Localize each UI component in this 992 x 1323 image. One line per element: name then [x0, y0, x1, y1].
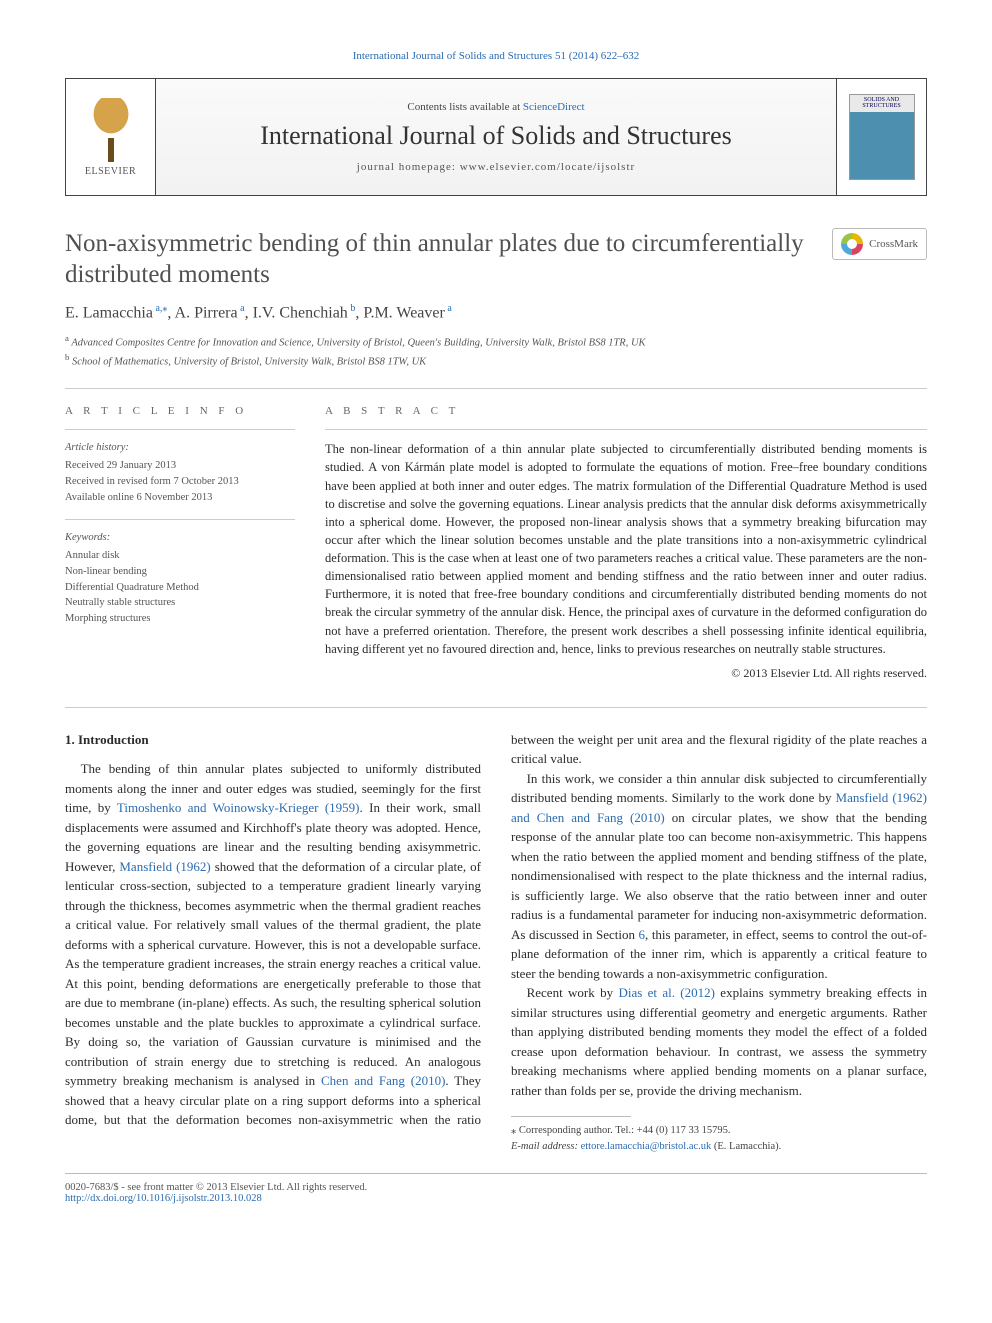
history-item: Available online 6 November 2013 — [65, 490, 295, 506]
crossmark-label: CrossMark — [869, 238, 918, 250]
doi-link[interactable]: http://dx.doi.org/10.1016/j.ijsolstr.201… — [65, 1193, 262, 1204]
section-heading-intro: 1. Introduction — [65, 730, 481, 750]
history-label: Article history: — [65, 440, 295, 456]
elsevier-tree-icon — [84, 98, 138, 162]
footnote-separator — [511, 1116, 631, 1117]
keyword: Non-linear bending — [65, 564, 295, 580]
header-center: Contents lists available at ScienceDirec… — [156, 79, 836, 195]
footnotes: ⁎ Corresponding author. Tel.: +44 (0) 11… — [511, 1123, 927, 1155]
publisher-name: ELSEVIER — [85, 166, 136, 177]
sciencedirect-link[interactable]: ScienceDirect — [523, 101, 585, 113]
abstract-heading: A B S T R A C T — [325, 405, 927, 417]
corresponding-author-note: ⁎ Corresponding author. Tel.: +44 (0) 11… — [511, 1123, 927, 1139]
journal-header: ELSEVIER Contents lists available at Sci… — [65, 78, 927, 196]
email-suffix: (E. Lamacchia). — [711, 1141, 781, 1152]
bottom-bar: 0020-7683/$ - see front matter © 2013 El… — [65, 1173, 927, 1204]
contents-prefix: Contents lists available at — [407, 101, 522, 113]
author-aff-sup: a — [445, 303, 452, 314]
journal-name: International Journal of Solids and Stru… — [260, 121, 732, 151]
abstract-text: The non-linear deformation of a thin ann… — [325, 440, 927, 658]
author-aff-sup: a, — [153, 303, 162, 314]
abstract-copyright: © 2013 Elsevier Ltd. All rights reserved… — [325, 666, 927, 681]
contents-lists-line: Contents lists available at ScienceDirec… — [407, 101, 584, 113]
top-citation-link[interactable]: International Journal of Solids and Stru… — [353, 50, 640, 62]
article-title: Non-axisymmetric bending of thin annular… — [65, 228, 812, 291]
publisher-logo: ELSEVIER — [66, 79, 156, 195]
body-two-column: 1. Introduction The bending of thin annu… — [65, 730, 927, 1155]
keyword: Differential Quadrature Method — [65, 580, 295, 596]
divider — [65, 519, 295, 520]
author-aff-sup: a — [238, 303, 245, 314]
history-item: Received in revised form 7 October 2013 — [65, 474, 295, 490]
history-item: Received 29 January 2013 — [65, 458, 295, 474]
article-info-heading: A R T I C L E I N F O — [65, 405, 295, 417]
divider — [65, 388, 927, 389]
author-aff-sup: b — [348, 303, 356, 314]
affiliations: a Advanced Composites Centre for Innovat… — [65, 332, 927, 371]
keyword: Neutrally stable structures — [65, 595, 295, 611]
issn-copyright-line: 0020-7683/$ - see front matter © 2013 El… — [65, 1182, 927, 1193]
divider — [325, 429, 927, 430]
affiliation-a: Advanced Composites Centre for Innovatio… — [71, 337, 645, 348]
article-info-column: A R T I C L E I N F O Article history: R… — [65, 405, 295, 681]
email-label: E-mail address: — [511, 1141, 581, 1152]
intro-paragraph-2: In this work, we consider a thin annular… — [511, 769, 927, 984]
divider — [65, 707, 927, 708]
abstract-column: A B S T R A C T The non-linear deformati… — [325, 405, 927, 681]
divider — [65, 429, 295, 430]
corresponding-sup: ⁎ — [162, 303, 167, 314]
ref-link[interactable]: Timoshenko and Woinowsky-Krieger (1959) — [117, 800, 360, 815]
top-citation: International Journal of Solids and Stru… — [65, 50, 927, 62]
affiliation-b: School of Mathematics, University of Bri… — [72, 357, 426, 368]
keyword: Morphing structures — [65, 611, 295, 627]
keyword: Annular disk — [65, 548, 295, 564]
authors-line: E. Lamacchia a,⁎, A. Pirrera a, I.V. Che… — [65, 303, 927, 322]
ref-link[interactable]: Dias et al. (2012) — [618, 985, 715, 1000]
journal-cover-thumb: SOLIDS AND STRUCTURES — [836, 79, 926, 195]
journal-homepage: journal homepage: www.elsevier.com/locat… — [357, 161, 635, 173]
journal-cover-icon: SOLIDS AND STRUCTURES — [849, 94, 915, 180]
ref-link[interactable]: Chen and Fang (2010) — [321, 1073, 445, 1088]
ref-link[interactable]: Mansfield (1962) — [119, 859, 210, 874]
corresponding-email-link[interactable]: ettore.lamacchia@bristol.ac.uk — [581, 1141, 712, 1152]
crossmark-icon — [841, 233, 863, 255]
intro-paragraph-3: Recent work by Dias et al. (2012) explai… — [511, 983, 927, 1100]
keywords-label: Keywords: — [65, 530, 295, 546]
crossmark-badge[interactable]: CrossMark — [832, 228, 927, 260]
